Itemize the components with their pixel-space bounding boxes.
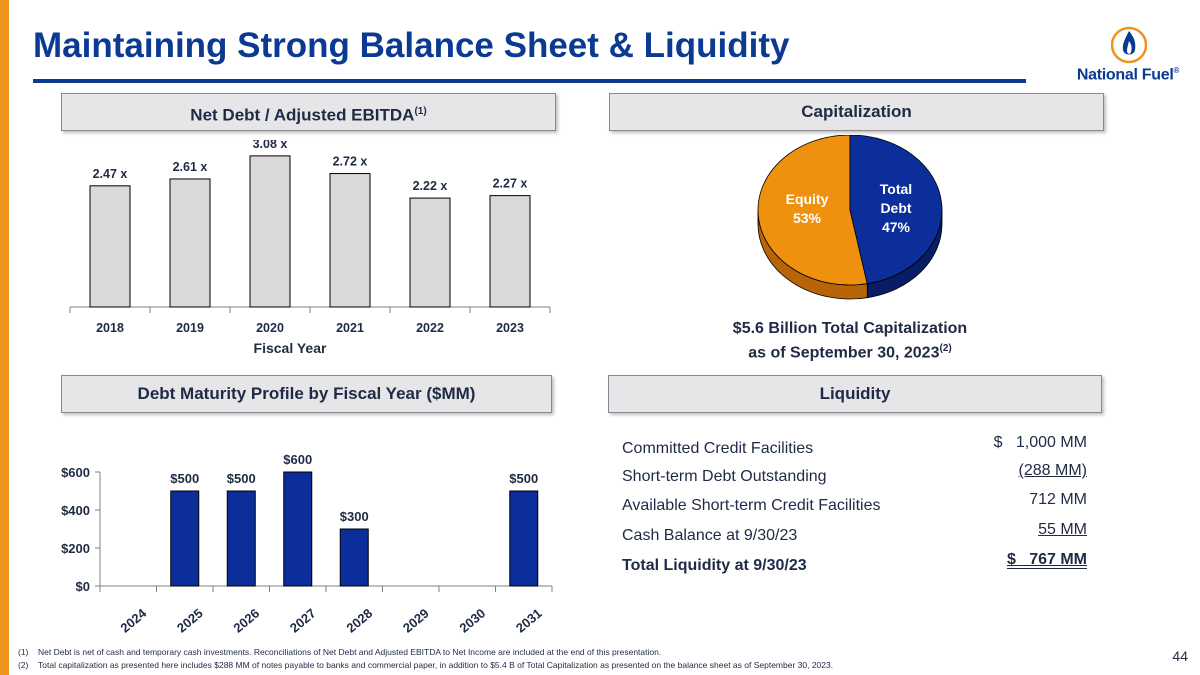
page-title: Maintaining Strong Balance Sheet & Liqui…	[33, 26, 790, 65]
data-label-2025: $500	[170, 471, 199, 486]
footnote: (1) Net Debt is net of cash and temporary…	[18, 646, 833, 659]
bar-2019	[169, 178, 211, 308]
data-label-2027: $600	[283, 452, 312, 467]
bar-2020	[249, 155, 291, 308]
footnote-text: Total capitalization as presented here i…	[38, 660, 834, 670]
pie-slice-equity	[757, 135, 868, 286]
liquidity-section-title: Liquidity	[819, 384, 891, 403]
liquidity-section-header: Liquidity	[608, 375, 1102, 413]
liquidity-value: $ 767 MM	[1006, 551, 1087, 568]
capitalization-pie-chart: Equity 53% Total Debt 47%	[757, 135, 943, 300]
category-label-2028: 2028	[343, 606, 375, 636]
liquidity-value: (288 MM)	[1018, 462, 1087, 479]
category-label-2029: 2029	[400, 606, 432, 636]
category-label-2019: 2019	[176, 321, 204, 335]
category-label-2030: 2030	[456, 606, 488, 636]
footnote-number: (2)	[18, 660, 29, 670]
bar-2023	[489, 195, 531, 308]
bar-2026	[226, 490, 256, 587]
capitalization-section-header: Capitalization	[609, 93, 1104, 131]
category-label-2021: 2021	[336, 321, 364, 335]
pie-label-total-debt-line-1: Debt	[880, 200, 911, 216]
footnote-text: Net Debt is net of cash and temporary ca…	[38, 647, 662, 657]
y-tick-label-1: $200	[61, 541, 90, 556]
data-label-2018: 2.47 x	[93, 167, 128, 181]
data-label-2026: $500	[227, 471, 256, 486]
liquidity-row: Short-term Debt Outstanding (288 MM)	[622, 462, 1087, 492]
bar-2018	[89, 185, 131, 308]
logo-name: National Fuel	[1076, 66, 1174, 84]
liquidity-row: Committed Credit Facilities $ 1,000 MM	[622, 434, 1087, 464]
category-label-2031: 2031	[513, 606, 545, 636]
data-label-2020: 3.08 x	[253, 140, 288, 151]
left-accent-bar	[0, 0, 9, 675]
capitalization-section-title: Capitalization	[801, 102, 912, 121]
pie-label-total-debt-line-0: Total	[880, 181, 912, 197]
data-label-2023: 2.27 x	[493, 177, 528, 191]
liquidity-label: Committed Credit Facilities	[622, 440, 814, 457]
category-label-2018: 2018	[96, 321, 124, 335]
debt-maturity-section-title: Debt Maturity Profile by Fiscal Year ($M…	[137, 384, 476, 403]
capitalization-caption-line1: $5.6 Billion Total Capitalization	[732, 320, 968, 337]
net-debt-footnote-ref: (1)	[414, 106, 427, 117]
footnotes: (1) Net Debt is net of cash and temporary…	[18, 646, 833, 672]
category-label-2024: 2024	[117, 605, 149, 636]
pie-label-equity-line-1: 53%	[793, 210, 822, 226]
data-label-2031: $500	[509, 471, 538, 486]
net-debt-section-header: Net Debt / Adjusted EBITDA(1)	[61, 93, 556, 131]
liquidity-label: Available Short-term Credit Facilities	[622, 497, 881, 514]
data-label-2028: $300	[340, 509, 369, 524]
bar-2031	[509, 490, 539, 587]
bar-2025	[170, 490, 200, 587]
category-label-2022: 2022	[416, 321, 444, 335]
category-label-2020: 2020	[256, 321, 284, 335]
liquidity-value: 55 MM	[1038, 521, 1087, 538]
pie-label-equity-line-0: Equity	[786, 191, 829, 207]
liquidity-row: Cash Balance at 9/30/23 55 MM	[622, 521, 1087, 551]
capitalization-caption-line2: as of September 30, 2023(2)	[670, 343, 1030, 362]
y-tick-label-2: $400	[61, 503, 90, 518]
liquidity-row: Available Short-term Credit Facilities 71…	[622, 491, 1087, 521]
footnote-number: (1)	[18, 647, 29, 657]
liquidity-label: Cash Balance at 9/30/23	[622, 527, 798, 544]
company-logo: National Fuel®	[1066, 26, 1190, 90]
net-debt-section-title: Net Debt / Adjusted EBITDA	[190, 105, 415, 125]
pie-label-total-debt-line-2: 47%	[882, 219, 911, 235]
liquidity-value: 712 MM	[1029, 491, 1087, 508]
pie-slice-total-debt	[849, 135, 943, 285]
logo-text: National Fuel®	[1066, 66, 1190, 84]
data-label-2021: 2.72 x	[333, 155, 368, 169]
capitalization-caption-date: as of September 30, 2023	[748, 344, 940, 362]
page-number: 44	[1172, 648, 1188, 664]
category-label-2026: 2026	[230, 606, 262, 636]
flame-icon	[1111, 26, 1147, 64]
net-debt-ebitda-chart: 2.47 x 2018 2.61 x 2019 3.08 x 2020 2.72 x 2021…	[69, 140, 551, 356]
x-axis-title: Fiscal Year	[254, 340, 327, 356]
data-label-2019: 2.61 x	[173, 160, 208, 174]
logo-registered-mark: ®	[1173, 66, 1180, 75]
bar-2027	[283, 471, 313, 587]
title-divider	[33, 79, 1026, 83]
category-label-2023: 2023	[496, 321, 524, 335]
bar-2021	[329, 173, 371, 308]
liquidity-label: Total Liquidity at 9/30/23	[622, 557, 807, 574]
category-label-2027: 2027	[287, 606, 319, 636]
bar-2028	[339, 528, 369, 587]
y-tick-label-0: $0	[76, 579, 90, 594]
liquidity-row: Total Liquidity at 9/30/23 $ 767 MM	[622, 551, 1087, 581]
bar-2022	[409, 197, 451, 308]
category-label-2025: 2025	[174, 606, 206, 636]
debt-maturity-section-header: Debt Maturity Profile by Fiscal Year ($M…	[61, 375, 552, 413]
capitalization-footnote-ref: (2)	[939, 343, 952, 354]
liquidity-label: Short-term Debt Outstanding	[622, 468, 827, 485]
debt-maturity-chart: $0 $200 $400 $600 2024 $500 2025 $500 2026 $600 20…	[61, 452, 553, 636]
footnote: (2) Total capitalization as presented her…	[18, 659, 833, 672]
liquidity-value: $ 1,000 MM	[993, 434, 1087, 451]
data-label-2022: 2.22 x	[413, 179, 448, 193]
y-tick-label-3: $600	[61, 465, 90, 480]
